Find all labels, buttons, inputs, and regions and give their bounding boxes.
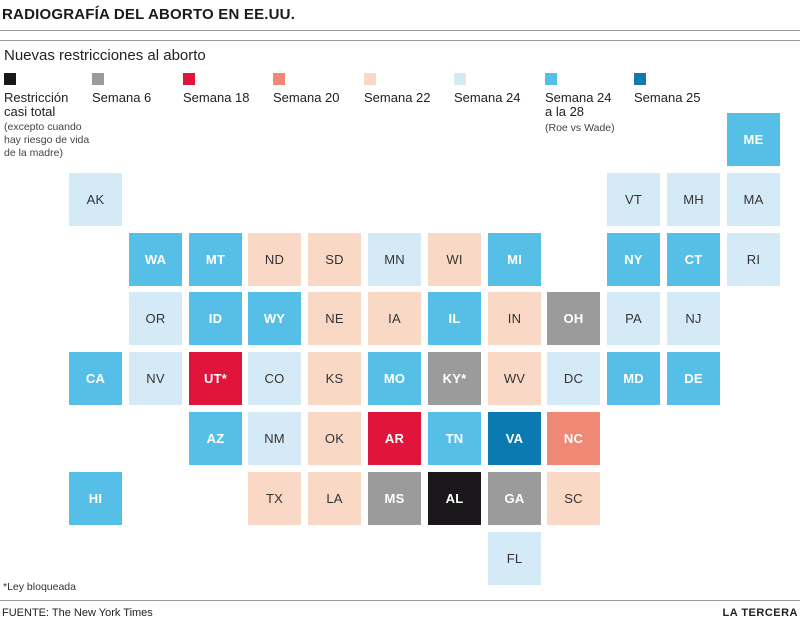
state-tile-md: MD — [607, 352, 660, 405]
state-tile-me: ME — [727, 113, 780, 166]
state-tile-al: AL — [428, 472, 481, 525]
legend-swatch-w18 — [183, 73, 195, 85]
legend-label-w2428: Semana 24 a la 28 — [545, 90, 612, 119]
state-tile-or: OR — [129, 292, 182, 345]
state-tile-la: LA — [308, 472, 361, 525]
state-tile-de: DE — [667, 352, 720, 405]
state-tile-wv: WV — [488, 352, 541, 405]
state-tile-dc: DC — [547, 352, 600, 405]
legend-label-w20: Semana 20 — [273, 90, 340, 105]
state-tile-ri: RI — [727, 233, 780, 286]
state-tile-ma: MA — [727, 173, 780, 226]
state-tile-ok: OK — [308, 412, 361, 465]
state-tile-ct: CT — [667, 233, 720, 286]
state-tile-ks: KS — [308, 352, 361, 405]
state-tile-il: IL — [428, 292, 481, 345]
state-tile-mn: MN — [368, 233, 421, 286]
state-tile-mi: MI — [488, 233, 541, 286]
footer-rule — [0, 600, 800, 601]
legend-label-w6: Semana 6 — [92, 90, 152, 105]
state-tile-wa: WA — [129, 233, 182, 286]
footnote: *Ley bloqueada — [3, 581, 76, 593]
state-tile-pa: PA — [607, 292, 660, 345]
state-tile-sc: SC — [547, 472, 600, 525]
legend-swatch-w20 — [273, 73, 285, 85]
state-tile-ia: IA — [368, 292, 421, 345]
state-tile-ak: AK — [69, 173, 122, 226]
legend-label-w24: Semana 24 — [454, 90, 521, 105]
state-tile-oh: OH — [547, 292, 600, 345]
state-tile-ca: CA — [69, 352, 122, 405]
legend-label-w18: Semana 18 — [183, 90, 250, 105]
state-tile-id: ID — [189, 292, 242, 345]
legend-swatch-w25 — [634, 73, 646, 85]
state-tile-sd: SD — [308, 233, 361, 286]
state-tile-nv: NV — [129, 352, 182, 405]
legend-swatch-w6 — [92, 73, 104, 85]
state-tile-fl: FL — [488, 532, 541, 585]
state-tile-nj: NJ — [667, 292, 720, 345]
state-tile-ut: UT* — [189, 352, 242, 405]
state-tile-co: CO — [248, 352, 301, 405]
state-tile-tx: TX — [248, 472, 301, 525]
state-tile-mo: MO — [368, 352, 421, 405]
brand-logo: LA TERCERA — [722, 607, 798, 619]
state-tile-mt: MT — [189, 233, 242, 286]
state-tile-wi: WI — [428, 233, 481, 286]
legend-swatch-total — [4, 73, 16, 85]
state-tile-tn: TN — [428, 412, 481, 465]
state-tile-ms: MS — [368, 472, 421, 525]
state-tile-in: IN — [488, 292, 541, 345]
state-tile-vt: VT — [607, 173, 660, 226]
state-tile-hi: HI — [69, 472, 122, 525]
state-tile-az: AZ — [189, 412, 242, 465]
legend-swatch-w2428 — [545, 73, 557, 85]
state-tile-mh: MH — [667, 173, 720, 226]
legend-label-w25: Semana 25 — [634, 90, 701, 105]
top-rule — [0, 30, 800, 31]
state-tile-ny: NY — [607, 233, 660, 286]
chart-subtitle: Nuevas restricciones al aborto — [4, 47, 206, 64]
legend-label-total: Restricción casi total — [4, 90, 69, 119]
state-tile-ar: AR — [368, 412, 421, 465]
state-tile-ne: NE — [308, 292, 361, 345]
state-tile-va: VA — [488, 412, 541, 465]
state-tile-ga: GA — [488, 472, 541, 525]
page-title: RADIOGRAFÍA DEL ABORTO EN EE.UU. — [2, 6, 296, 23]
state-tile-ky: KY* — [428, 352, 481, 405]
legend-note-w2428: (Roe vs Wade) — [545, 122, 615, 134]
state-tile-nm: NM — [248, 412, 301, 465]
source-credit: FUENTE: The New York Times — [2, 607, 153, 619]
legend-swatch-w24 — [454, 73, 466, 85]
state-tile-nd: ND — [248, 233, 301, 286]
legend-label-w22: Semana 22 — [364, 90, 431, 105]
state-tile-wy: WY — [248, 292, 301, 345]
legend-swatch-w22 — [364, 73, 376, 85]
title-rule — [0, 40, 800, 41]
legend-note-total: (excepto cuando hay riesgo de vida de la… — [4, 121, 90, 159]
state-tile-nc: NC — [547, 412, 600, 465]
